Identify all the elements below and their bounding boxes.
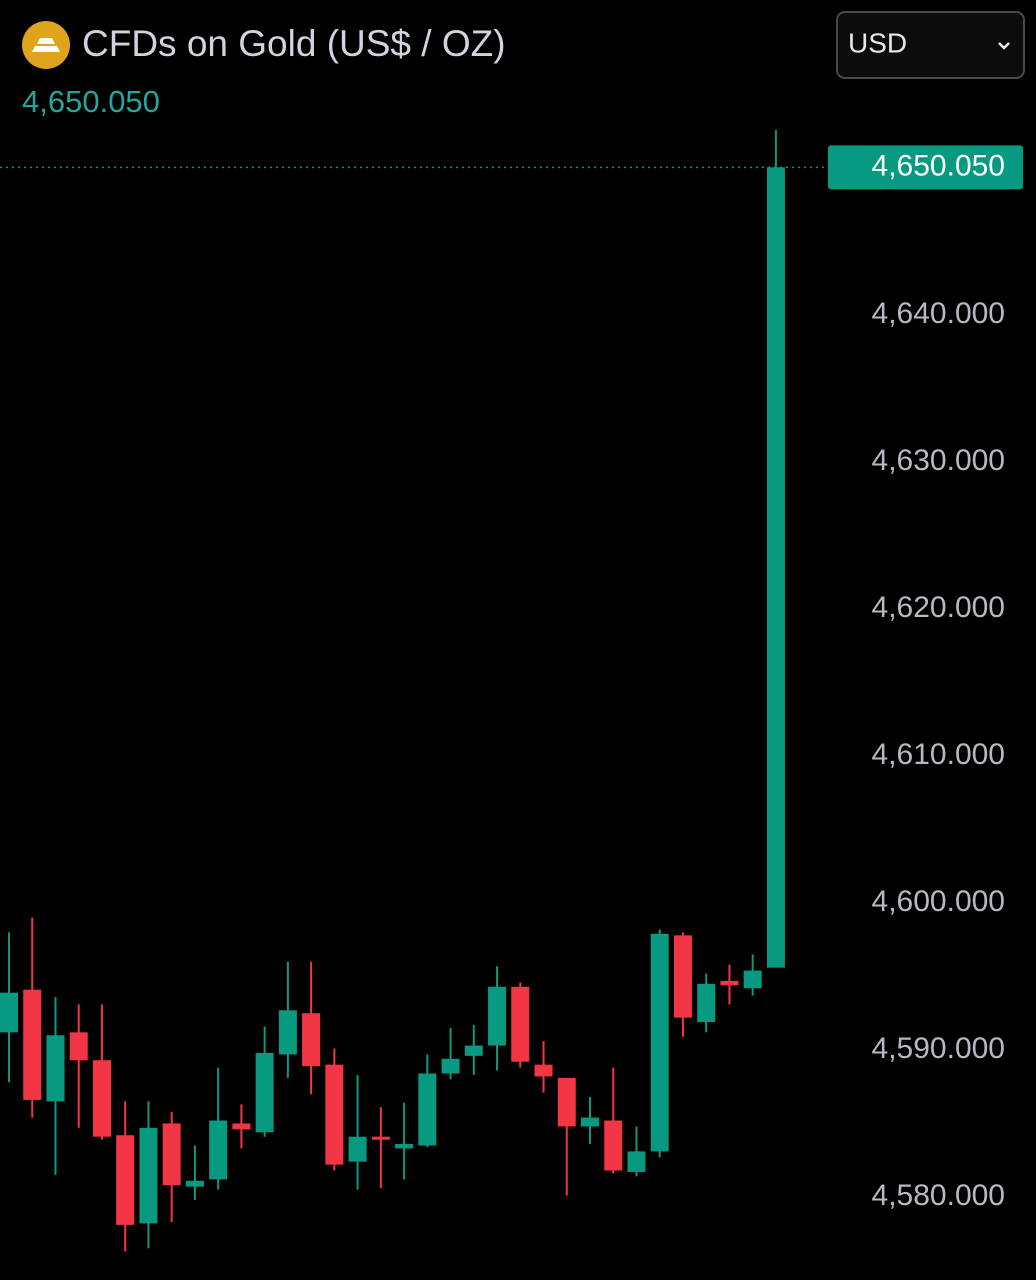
gold-icon	[22, 21, 70, 69]
candle-body	[673, 935, 692, 1018]
y-tick-label: 4,620.000	[872, 591, 1005, 624]
candle-body	[766, 167, 785, 968]
candle-body	[371, 1136, 390, 1140]
candle-body	[697, 983, 716, 1023]
candle-body	[650, 933, 669, 1152]
y-tick-label: 4,590.000	[872, 1032, 1005, 1065]
candle-body	[720, 980, 739, 986]
y-tick-label: 4,630.000	[872, 444, 1005, 477]
candle-body	[185, 1180, 204, 1187]
instrument-title: CFDs on Gold (US$ / OZ)	[82, 23, 506, 64]
candle-body	[464, 1045, 483, 1056]
candle-body	[162, 1123, 181, 1186]
y-tick-label: 4,600.000	[872, 885, 1005, 918]
candle-body	[278, 1010, 297, 1055]
y-tick-label: 4,610.000	[872, 738, 1005, 771]
candle-body	[23, 989, 42, 1100]
candle-body	[627, 1151, 646, 1172]
candle-body	[302, 1013, 321, 1067]
candle-body	[325, 1064, 344, 1165]
candle-body	[441, 1058, 460, 1074]
candle-body	[116, 1135, 135, 1225]
candle-body	[0, 992, 18, 1033]
candle-body	[139, 1127, 158, 1224]
currency-label[interactable]: USD	[848, 27, 907, 58]
candle-body	[743, 970, 762, 989]
candle-body	[69, 1032, 88, 1061]
candle-body	[488, 986, 507, 1046]
candle-body	[232, 1123, 251, 1130]
last-price-label: 4,650.050	[872, 149, 1005, 182]
candle-body	[395, 1144, 414, 1149]
candle-body	[581, 1117, 599, 1127]
candle-body	[604, 1120, 623, 1171]
candle-body	[557, 1077, 576, 1127]
y-tick-label: 4,640.000	[872, 297, 1005, 330]
candle-body	[534, 1064, 553, 1077]
candle-body	[209, 1120, 228, 1180]
candle-body	[46, 1035, 65, 1102]
candle-body	[511, 986, 530, 1062]
currency-select[interactable]: USD	[836, 11, 1025, 79]
candle-body	[418, 1073, 437, 1146]
candle-body	[92, 1060, 111, 1137]
last-price-tag	[828, 145, 1023, 190]
y-tick-label: 4,580.000	[872, 1179, 1005, 1212]
candle-body	[348, 1136, 367, 1162]
candle-body	[255, 1052, 274, 1133]
current-price: 4,650.050	[22, 84, 160, 119]
